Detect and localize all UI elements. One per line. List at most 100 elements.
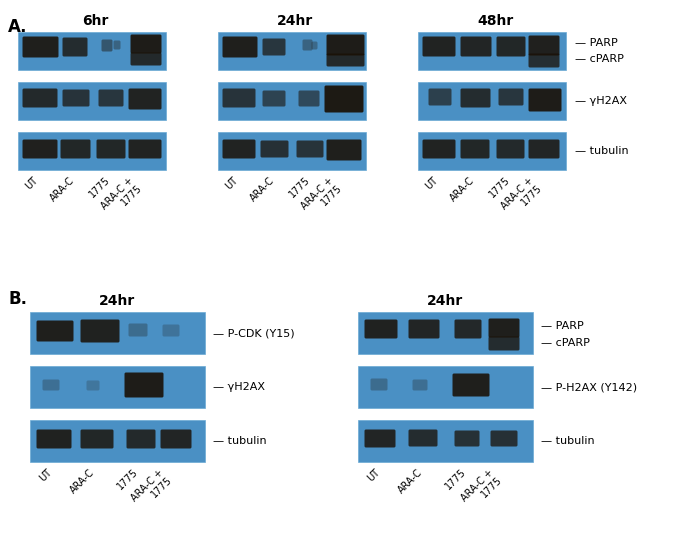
FancyBboxPatch shape (160, 430, 192, 448)
FancyBboxPatch shape (409, 430, 437, 447)
Text: ARA-C: ARA-C (396, 467, 424, 495)
Bar (218, 32, 366, 70)
FancyBboxPatch shape (364, 430, 396, 447)
Text: ARA-C: ARA-C (448, 175, 476, 203)
FancyBboxPatch shape (460, 139, 490, 159)
Text: 1775: 1775 (288, 175, 312, 200)
FancyBboxPatch shape (131, 53, 162, 65)
FancyBboxPatch shape (124, 372, 163, 397)
Text: — tubulin: — tubulin (575, 146, 628, 156)
FancyBboxPatch shape (163, 325, 180, 336)
Text: — PARP: — PARP (541, 321, 583, 331)
FancyBboxPatch shape (460, 88, 490, 108)
FancyBboxPatch shape (37, 430, 71, 448)
Bar (30, 312, 205, 354)
Text: 1775: 1775 (488, 175, 512, 200)
FancyBboxPatch shape (86, 381, 99, 391)
Text: 1775: 1775 (116, 467, 140, 492)
FancyBboxPatch shape (326, 53, 364, 67)
Text: — tubulin: — tubulin (213, 436, 267, 446)
Text: 1775: 1775 (87, 175, 112, 200)
Bar (418, 82, 566, 120)
FancyBboxPatch shape (409, 320, 439, 339)
FancyBboxPatch shape (129, 139, 162, 159)
Bar (18, 82, 166, 120)
Text: — tubulin: — tubulin (541, 436, 594, 446)
FancyBboxPatch shape (371, 379, 388, 391)
FancyBboxPatch shape (422, 37, 456, 57)
FancyBboxPatch shape (97, 139, 126, 159)
Text: ARA-C: ARA-C (68, 467, 96, 495)
FancyBboxPatch shape (126, 430, 156, 448)
Text: — γH2AX: — γH2AX (213, 382, 265, 392)
FancyBboxPatch shape (428, 88, 452, 105)
FancyBboxPatch shape (311, 42, 318, 49)
Text: 24hr: 24hr (427, 294, 463, 308)
FancyBboxPatch shape (37, 320, 73, 341)
FancyBboxPatch shape (299, 90, 320, 107)
FancyBboxPatch shape (528, 36, 560, 56)
FancyBboxPatch shape (42, 380, 60, 391)
FancyBboxPatch shape (80, 320, 120, 342)
FancyBboxPatch shape (422, 139, 456, 159)
FancyBboxPatch shape (262, 38, 286, 56)
Text: ARA-C +
1775: ARA-C + 1775 (300, 175, 344, 219)
Bar (358, 312, 533, 354)
FancyBboxPatch shape (296, 140, 324, 158)
FancyBboxPatch shape (61, 139, 90, 159)
Text: 48hr: 48hr (477, 14, 513, 28)
FancyBboxPatch shape (129, 88, 162, 109)
FancyBboxPatch shape (222, 88, 256, 108)
FancyBboxPatch shape (222, 37, 258, 58)
Text: — cPARP: — cPARP (575, 54, 624, 64)
Text: UT: UT (37, 467, 54, 483)
FancyBboxPatch shape (303, 39, 313, 51)
Bar (358, 366, 533, 408)
Text: UT: UT (224, 175, 240, 191)
Text: 24hr: 24hr (277, 14, 313, 28)
Text: ARA-C: ARA-C (248, 175, 276, 203)
FancyBboxPatch shape (80, 430, 114, 448)
FancyBboxPatch shape (488, 319, 520, 337)
Text: B.: B. (8, 290, 27, 308)
Bar (18, 32, 166, 70)
FancyBboxPatch shape (22, 88, 58, 108)
Text: — P-H2AX (Y142): — P-H2AX (Y142) (541, 382, 637, 392)
Bar (418, 132, 566, 170)
FancyBboxPatch shape (528, 88, 562, 112)
FancyBboxPatch shape (326, 139, 362, 160)
FancyBboxPatch shape (496, 139, 524, 159)
Bar (418, 32, 566, 70)
FancyBboxPatch shape (114, 41, 120, 49)
FancyBboxPatch shape (452, 374, 490, 396)
Bar (30, 420, 205, 462)
FancyBboxPatch shape (413, 380, 428, 391)
FancyBboxPatch shape (260, 140, 288, 158)
Text: ARA-C +
1775: ARA-C + 1775 (130, 467, 174, 511)
Text: UT: UT (24, 175, 40, 191)
Text: ARA-C +
1775: ARA-C + 1775 (100, 175, 144, 219)
FancyBboxPatch shape (63, 38, 88, 57)
Text: ARA-C +
1775: ARA-C + 1775 (500, 175, 544, 219)
Text: — cPARP: — cPARP (541, 338, 590, 348)
Bar (358, 420, 533, 462)
FancyBboxPatch shape (131, 34, 162, 53)
Bar (218, 82, 366, 120)
FancyBboxPatch shape (528, 139, 560, 159)
Text: A.: A. (8, 18, 27, 36)
FancyBboxPatch shape (326, 34, 364, 56)
FancyBboxPatch shape (498, 88, 524, 105)
Bar (218, 132, 366, 170)
FancyBboxPatch shape (454, 431, 479, 447)
Text: UT: UT (424, 175, 440, 191)
FancyBboxPatch shape (129, 324, 148, 336)
FancyBboxPatch shape (22, 139, 58, 159)
Bar (18, 132, 166, 170)
FancyBboxPatch shape (460, 37, 492, 57)
FancyBboxPatch shape (528, 53, 560, 68)
Bar (30, 366, 205, 408)
Text: UT: UT (366, 467, 382, 483)
FancyBboxPatch shape (496, 37, 526, 57)
FancyBboxPatch shape (364, 320, 398, 339)
Text: ARA-C: ARA-C (48, 175, 76, 203)
